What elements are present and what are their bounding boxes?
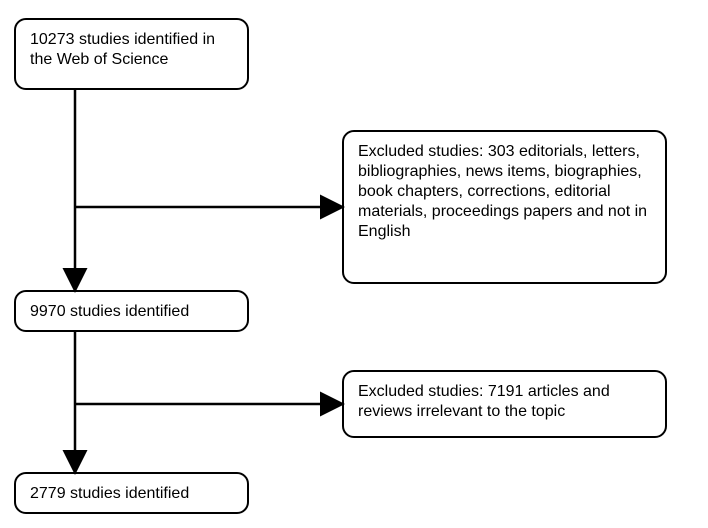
node-excluded-303: Excluded studies: 303 editorials, letter… xyxy=(342,130,667,284)
node-9970-studies: 9970 studies identified xyxy=(14,290,249,332)
node-label: Excluded studies: 303 editorials, letter… xyxy=(358,142,651,242)
node-excluded-7191: Excluded studies: 7191 articles and revi… xyxy=(342,370,667,438)
node-2779-studies: 2779 studies identified xyxy=(14,472,249,514)
node-label: Excluded studies: 7191 articles and revi… xyxy=(358,382,651,422)
node-label: 9970 studies identified xyxy=(30,302,189,322)
node-label: 10273 studies identified in the Web of S… xyxy=(30,30,233,70)
node-label: 2779 studies identified xyxy=(30,484,189,504)
node-initial-studies: 10273 studies identified in the Web of S… xyxy=(14,18,249,90)
